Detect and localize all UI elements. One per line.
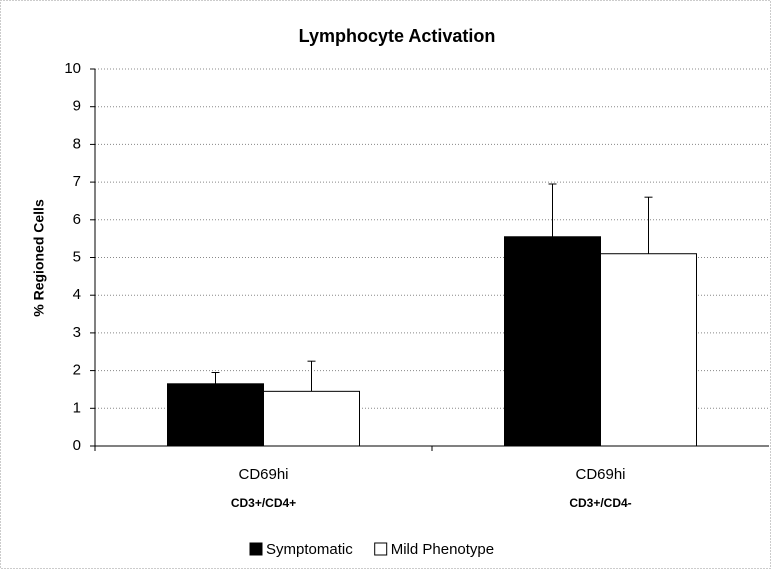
y-tick-label: 5	[73, 248, 81, 265]
legend-swatch	[249, 542, 263, 556]
legend-label: Mild Phenotype	[391, 541, 494, 558]
y-tick-label: 4	[73, 286, 81, 303]
x-tick-label: CD69hi	[238, 466, 288, 483]
y-axis-label: % Regioned Cells	[31, 199, 47, 317]
x-tick-sublabel: CD3+/CD4+	[231, 496, 296, 510]
x-tick-sublabel: CD3+/CD4-	[569, 496, 631, 510]
y-tick-label: 9	[73, 98, 81, 115]
y-tick-label: 10	[64, 60, 81, 77]
bar	[263, 390, 360, 447]
y-tick-label: 2	[73, 362, 81, 379]
chart-title: Lymphocyte Activation	[299, 26, 496, 46]
x-tick-label: CD69hi	[575, 466, 625, 483]
bar	[600, 253, 697, 447]
legend-swatch	[374, 542, 388, 556]
y-tick-label: 1	[73, 399, 81, 416]
y-tick-label: 7	[73, 173, 81, 190]
bar	[504, 236, 601, 447]
bar	[167, 383, 264, 447]
y-tick-label: 0	[73, 437, 81, 454]
y-tick-label: 3	[73, 324, 81, 341]
y-tick-label: 6	[73, 211, 81, 228]
y-tick-label: 8	[73, 135, 81, 152]
legend-label: Symptomatic	[266, 541, 353, 558]
